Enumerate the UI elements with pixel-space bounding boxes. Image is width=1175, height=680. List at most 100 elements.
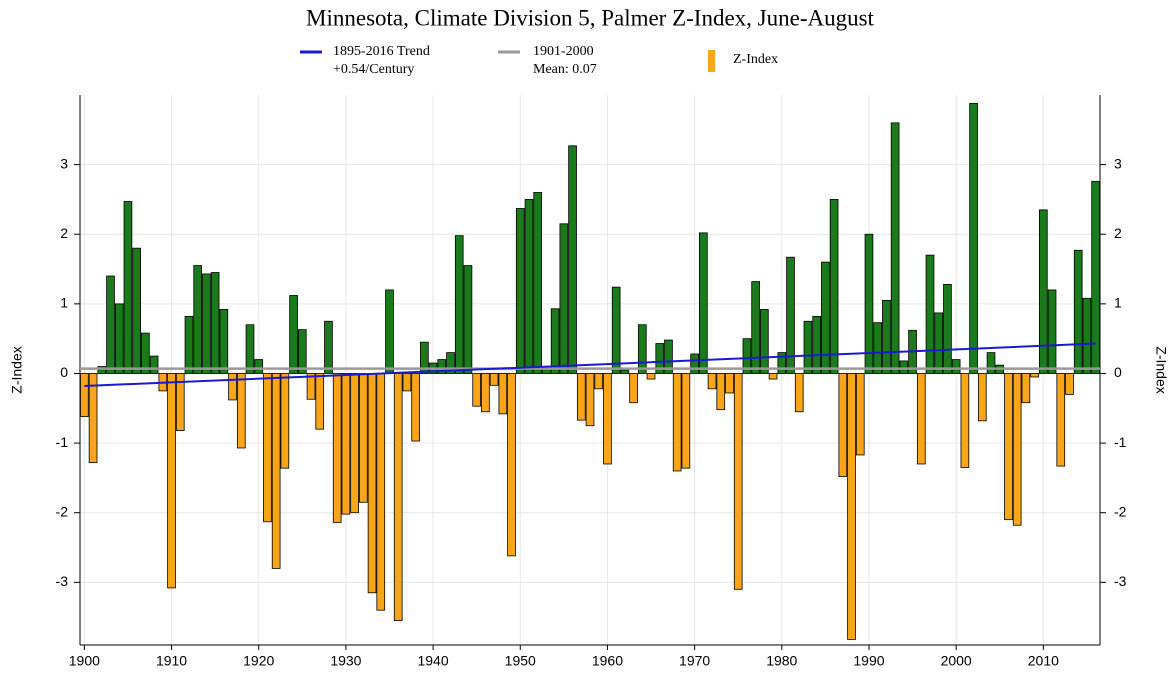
bar <box>707 373 717 390</box>
bar <box>489 373 499 386</box>
bar <box>533 192 543 374</box>
x-tick-label: 1980 <box>766 653 797 669</box>
bar <box>559 223 569 374</box>
bar <box>210 272 220 374</box>
bar <box>733 373 743 590</box>
bar <box>228 373 237 401</box>
bar <box>646 373 656 380</box>
legend-label: 1901-2000 <box>533 44 594 59</box>
bar <box>1082 297 1092 374</box>
y2-tick-label: -1 <box>1114 434 1127 450</box>
bar <box>106 275 115 374</box>
bar <box>977 373 987 422</box>
bar <box>446 352 455 374</box>
bar <box>324 320 333 374</box>
bar <box>402 373 412 392</box>
bar <box>289 295 298 374</box>
bar <box>97 366 107 374</box>
bar <box>568 145 577 374</box>
bar <box>934 312 944 374</box>
bar <box>925 254 935 374</box>
bar <box>768 373 778 380</box>
x-tick-label: 1960 <box>592 653 623 669</box>
bar <box>88 373 98 463</box>
bar <box>507 373 516 557</box>
bar <box>943 283 952 374</box>
bar <box>864 233 874 374</box>
bar <box>184 315 194 374</box>
bar <box>437 359 447 374</box>
bar <box>951 359 961 374</box>
bar <box>916 373 926 465</box>
y-tick-label: 2 <box>60 225 68 241</box>
bar <box>794 373 804 413</box>
y2-tick-label: 1 <box>1114 295 1122 311</box>
bar <box>271 373 281 569</box>
y2-tick-label: 3 <box>1114 155 1122 171</box>
bar <box>637 324 647 374</box>
bar <box>385 289 394 374</box>
x-tick-label: 1990 <box>853 653 884 669</box>
bar <box>315 373 325 430</box>
bar <box>716 373 726 411</box>
bar <box>167 373 176 589</box>
bar <box>681 373 691 469</box>
bar <box>411 373 420 442</box>
bar <box>481 373 490 413</box>
bar <box>829 199 839 374</box>
bar <box>629 373 638 404</box>
bar <box>1073 249 1083 374</box>
bar <box>882 299 891 374</box>
y-tick-label: 0 <box>60 364 68 380</box>
bar <box>1039 209 1048 374</box>
legend-label: +0.54/Century <box>333 62 414 77</box>
bar <box>603 373 612 465</box>
bar <box>969 102 978 374</box>
bar <box>742 338 752 374</box>
bar <box>690 353 699 374</box>
chart-title: Minnesota, Climate Division 5, Palmer Z-… <box>306 5 875 30</box>
bar <box>760 309 769 374</box>
bar <box>672 373 682 472</box>
legend-label: Z-Index <box>733 52 778 67</box>
bar <box>620 369 630 374</box>
bar <box>341 373 351 515</box>
bar <box>376 373 386 611</box>
bar <box>786 256 795 374</box>
legend-label: Mean: 0.07 <box>533 62 597 77</box>
bar <box>149 355 159 374</box>
bar <box>899 360 909 374</box>
bar <box>454 235 464 374</box>
bar <box>576 373 586 421</box>
y-tick-label: -2 <box>56 503 69 519</box>
bar <box>1021 373 1031 404</box>
bar <box>202 273 211 374</box>
bar <box>611 286 621 374</box>
y2-tick-label: 0 <box>1114 364 1122 380</box>
bar <box>1056 373 1066 467</box>
bar <box>803 320 813 374</box>
y-tick-label: -3 <box>56 573 69 589</box>
x-tick-label: 2000 <box>941 653 972 669</box>
legend-swatch <box>708 50 715 72</box>
bar <box>1012 373 1022 526</box>
bar <box>175 373 185 431</box>
bar <box>420 341 429 374</box>
bar <box>585 373 595 427</box>
bar <box>873 322 883 374</box>
x-tick-label: 1970 <box>679 653 710 669</box>
bar <box>367 373 377 594</box>
bar <box>297 329 307 374</box>
y2-tick-label: 2 <box>1114 225 1122 241</box>
bar <box>524 199 534 374</box>
bar <box>515 208 525 374</box>
bar <box>751 281 760 374</box>
bar <box>219 309 229 374</box>
bar <box>498 373 508 415</box>
y-axis-label: Z-Index <box>9 346 25 393</box>
x-tick-label: 1930 <box>330 653 361 669</box>
bar <box>123 201 133 374</box>
bar <box>80 373 89 418</box>
y-tick-label: 3 <box>60 155 68 171</box>
